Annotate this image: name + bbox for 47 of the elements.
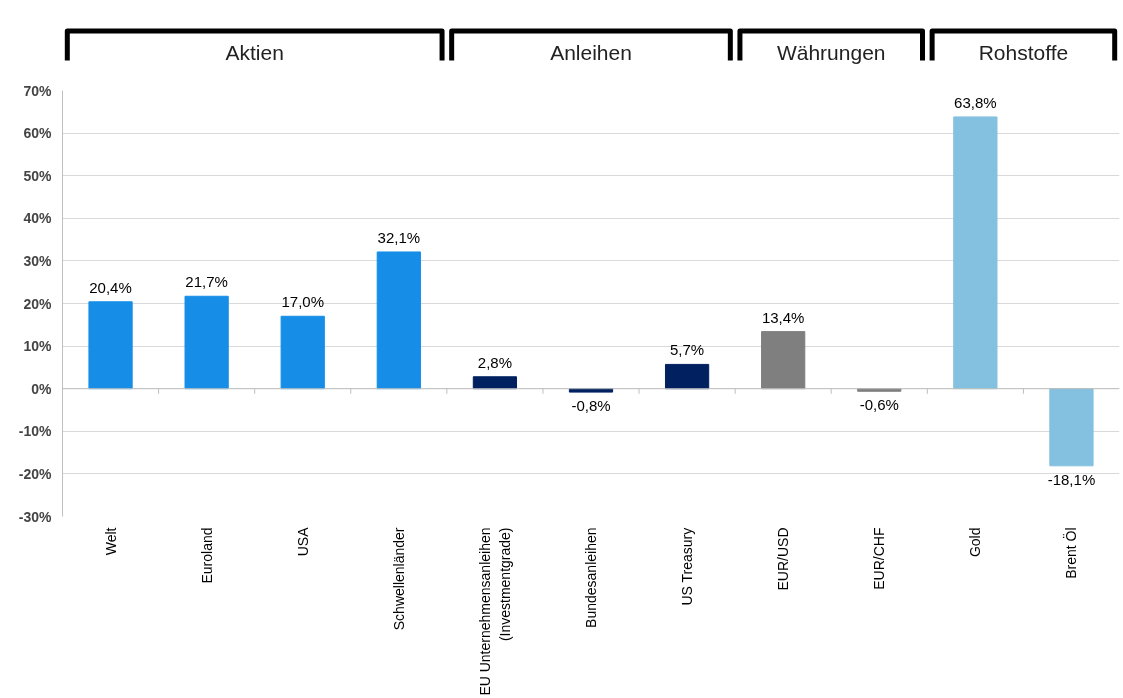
- data-label: -18,1%: [1047, 470, 1096, 488]
- y-tick-label: 70%: [23, 82, 53, 99]
- x-tick-label: EU Unternehmensanleihen (Investmentgrade): [477, 527, 513, 696]
- bar: [280, 315, 325, 390]
- bar: [376, 251, 421, 390]
- bar: [1049, 388, 1094, 467]
- data-label: 2,8%: [477, 353, 513, 371]
- bar: [88, 301, 133, 390]
- x-tick-label: Bundesanleihen: [583, 527, 599, 628]
- x-tick-label: Schwellenländer: [390, 527, 407, 631]
- x-tick-label: Gold: [967, 527, 984, 558]
- text: Aktien: [225, 40, 284, 64]
- bar: [568, 388, 614, 393]
- data-label: 13,4%: [761, 308, 805, 326]
- data-label: 63,8%: [954, 93, 997, 111]
- bar: [953, 116, 998, 390]
- text: Rohstoffe: [978, 40, 1069, 64]
- y-tick-label: -30%: [18, 508, 53, 525]
- y-tick-label: 30%: [23, 252, 53, 269]
- y-tick-label: 40%: [23, 210, 53, 227]
- data-label: 20,4%: [89, 278, 132, 296]
- bar: [664, 363, 710, 390]
- bar: [184, 295, 229, 390]
- data-label: 17,0%: [281, 293, 325, 311]
- x-tick-label: US Treasury: [679, 527, 696, 606]
- y-tick-label: -20%: [18, 465, 53, 482]
- data-label: -0,8%: [571, 397, 611, 415]
- x-tick-label: Welt: [102, 527, 119, 556]
- y-tick-label: 60%: [23, 125, 53, 142]
- bar: [472, 376, 518, 390]
- y-tick-label: 20%: [23, 295, 53, 312]
- y-tick-label: 50%: [23, 167, 53, 184]
- y-tick-label: 0%: [31, 380, 53, 397]
- text: Währungen: [776, 40, 886, 64]
- y-tick-label: 10%: [23, 338, 53, 355]
- data-label: 5,7%: [670, 341, 705, 359]
- data-label: 21,7%: [185, 273, 228, 291]
- text: Anleihen: [550, 40, 632, 64]
- x-tick-label: Euroland: [198, 527, 215, 584]
- x-tick-label: EUR/USD: [775, 527, 792, 591]
- y-tick-label: -10%: [18, 423, 53, 440]
- x-tick-label: Brent Öl: [1062, 527, 1080, 579]
- data-label: -0,6%: [859, 396, 899, 414]
- x-tick-label: EUR/CHF: [871, 527, 888, 590]
- x-tick-label: USA: [294, 526, 311, 557]
- bar: [761, 331, 806, 390]
- data-label: 32,1%: [377, 228, 421, 246]
